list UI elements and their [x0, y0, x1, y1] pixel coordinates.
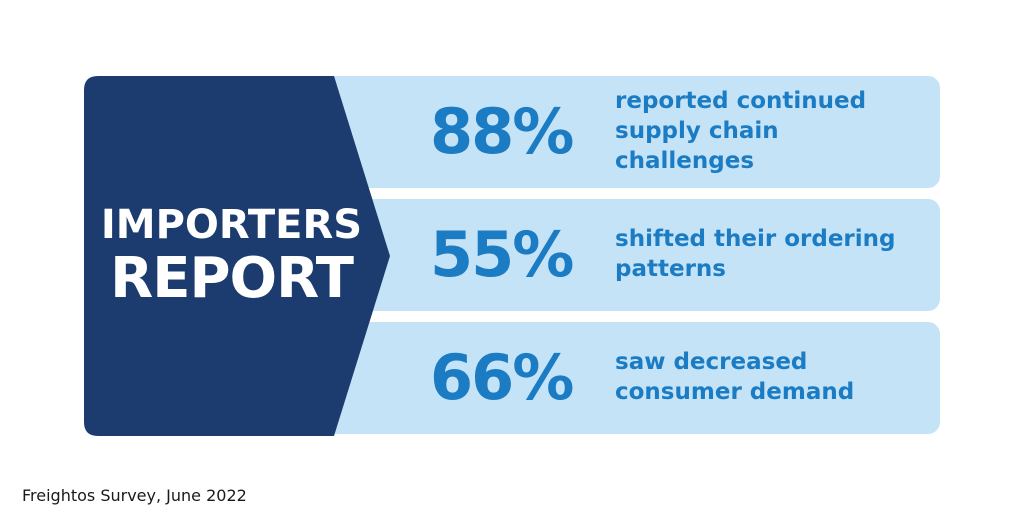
- stat-description: saw decreased consumer demand: [615, 322, 925, 434]
- title-badge: IMPORTERS REPORT: [84, 76, 394, 436]
- source-note: Freightos Survey, June 2022: [22, 486, 247, 505]
- badge-arrow-shape: [84, 76, 390, 436]
- title-line-report: REPORT: [110, 246, 354, 311]
- stat-value: 88%: [430, 95, 574, 168]
- stat-row: 88% reported continued supply chain chal…: [300, 76, 940, 188]
- stat-row: 55% shifted their ordering patterns: [300, 199, 940, 311]
- stat-row: 66% saw decreased consumer demand: [300, 322, 940, 434]
- title-text: IMPORTERS REPORT: [84, 76, 379, 436]
- stat-description: shifted their ordering patterns: [615, 199, 925, 311]
- stat-value: 66%: [430, 341, 574, 414]
- stat-value: 55%: [430, 218, 574, 291]
- badge-shape: [84, 76, 390, 436]
- stat-description-text: reported continued supply chain challeng…: [615, 88, 867, 174]
- stat-description: reported continued supply chain challeng…: [615, 76, 925, 188]
- stat-description-text: saw decreased consumer demand: [615, 349, 855, 405]
- title-line-importers: IMPORTERS: [100, 202, 363, 248]
- stat-description-text: shifted their ordering patterns: [615, 226, 896, 282]
